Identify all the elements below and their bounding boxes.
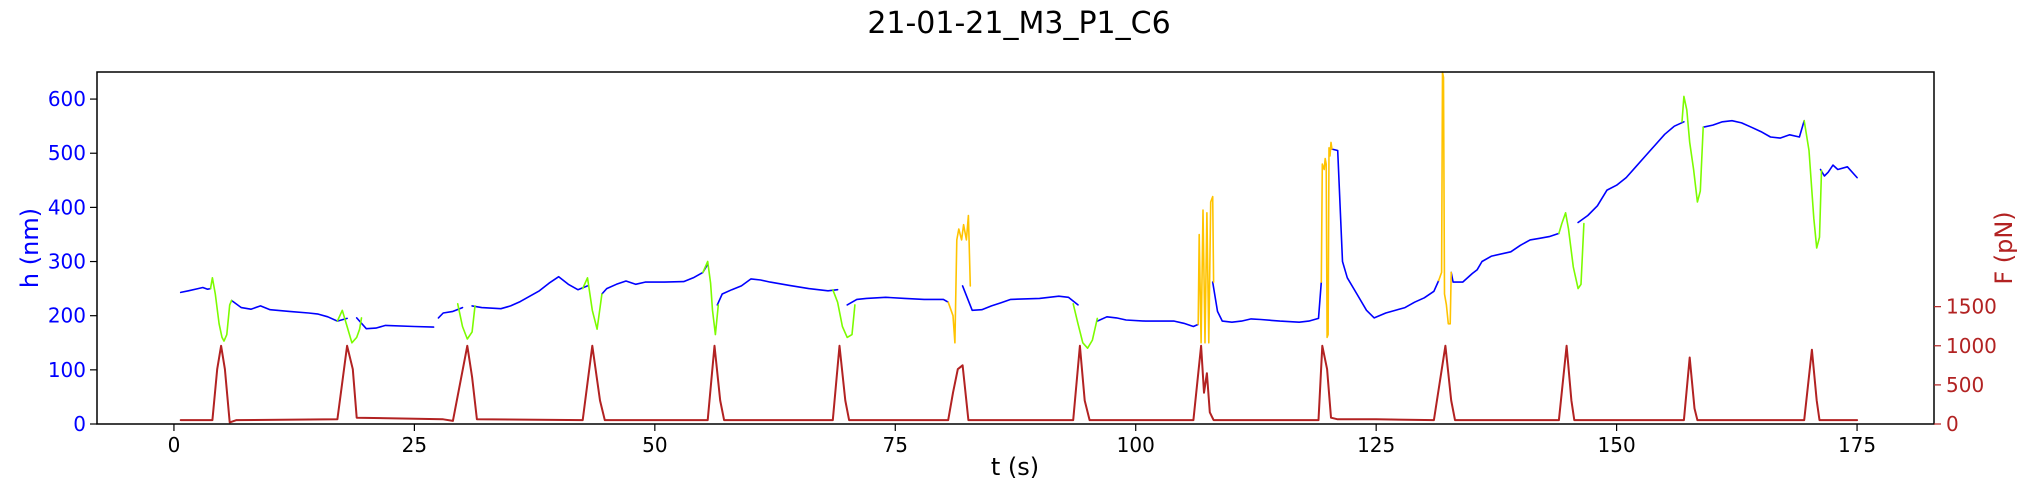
x-axis: 0 25 50 75 100 125 150 175 bbox=[168, 424, 1876, 457]
y-right-tick-label: 0 bbox=[1946, 412, 1959, 436]
x-tick-label: 0 bbox=[168, 433, 181, 457]
height-series-line bbox=[437, 306, 464, 319]
y-left-tick-label: 200 bbox=[48, 304, 86, 328]
y-left-tick-label: 100 bbox=[48, 358, 86, 382]
force-series-line bbox=[179, 344, 1859, 424]
plot-frame bbox=[96, 71, 1935, 425]
height-series-line bbox=[846, 296, 949, 306]
height-series-line bbox=[601, 263, 709, 295]
y-axis-left-label: h (nm) bbox=[16, 208, 44, 288]
x-tick-label: 125 bbox=[1357, 433, 1395, 457]
height-series-line bbox=[1211, 281, 1323, 323]
height-series-line bbox=[1577, 121, 1685, 224]
x-tick-label: 150 bbox=[1598, 433, 1636, 457]
height-series-line bbox=[471, 275, 589, 310]
compression-series-line bbox=[1558, 212, 1585, 290]
compression-series-line bbox=[702, 260, 720, 336]
unstable-series-line bbox=[1437, 71, 1452, 325]
height-series-line bbox=[1450, 232, 1560, 283]
height-series-line bbox=[1819, 164, 1858, 179]
plot-lines bbox=[179, 71, 1859, 424]
compression-series-line bbox=[336, 309, 363, 344]
unstable-series-line bbox=[1320, 141, 1333, 339]
height-series-line bbox=[716, 278, 839, 306]
x-tick-label: 50 bbox=[642, 433, 667, 457]
x-tick-label: 25 bbox=[402, 433, 427, 457]
height-series-line bbox=[355, 317, 435, 330]
y-axis-left: 0 100 200 300 400 500 600 bbox=[48, 87, 97, 436]
height-series-line bbox=[961, 285, 1079, 312]
y-left-tick-label: 500 bbox=[48, 141, 86, 165]
y-right-tick-label: 1000 bbox=[1946, 334, 1997, 358]
compression-series-line bbox=[1803, 119, 1823, 249]
x-tick-label: 100 bbox=[1117, 433, 1155, 457]
height-series-line bbox=[1330, 148, 1440, 319]
compression-series-line bbox=[832, 288, 856, 339]
y-left-tick-label: 300 bbox=[48, 250, 86, 274]
height-series-line bbox=[230, 299, 348, 322]
height-series-line bbox=[1702, 119, 1805, 139]
x-axis-label: t (s) bbox=[991, 453, 1039, 481]
compression-series-line bbox=[209, 277, 233, 342]
y-left-tick-label: 0 bbox=[73, 412, 86, 436]
x-tick-label: 175 bbox=[1838, 433, 1876, 457]
y-right-tick-label: 1500 bbox=[1946, 295, 1997, 319]
x-tick-label: 75 bbox=[883, 433, 908, 457]
chart-title: 21-01-21_M3_P1_C6 bbox=[867, 6, 1170, 41]
y-left-tick-label: 400 bbox=[48, 195, 86, 219]
y-right-tick-label: 500 bbox=[1946, 373, 1984, 397]
compression-series-line bbox=[456, 303, 476, 340]
y-axis-right-label: F (pN) bbox=[1990, 211, 2018, 284]
compression-series-line bbox=[1072, 303, 1099, 349]
compression-series-line bbox=[581, 277, 603, 330]
height-series-line bbox=[179, 286, 212, 294]
unstable-series-line bbox=[1197, 195, 1215, 344]
y-axis-right: 0 500 1000 1500 bbox=[1934, 295, 1997, 436]
y-left-tick-label: 600 bbox=[48, 87, 86, 111]
unstable-series-line bbox=[947, 214, 972, 344]
compression-series-line bbox=[1681, 95, 1704, 203]
height-series-line bbox=[1096, 316, 1199, 328]
